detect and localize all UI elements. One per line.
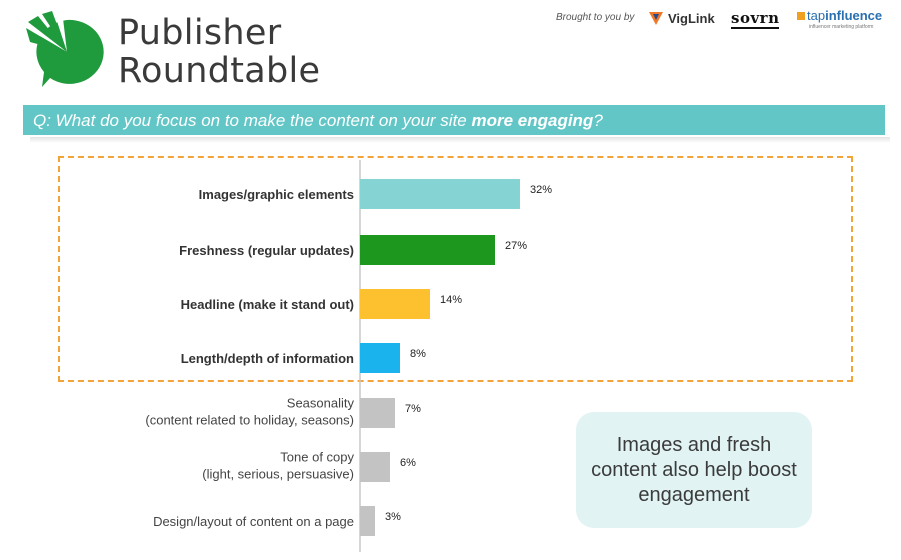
- category-label-5-line2: (content related to holiday, seasons): [145, 413, 354, 428]
- question-banner: Q: What do you focus on to make the cont…: [23, 105, 885, 135]
- question-suffix: ?: [593, 111, 603, 130]
- bar-7: [360, 506, 375, 536]
- tap-icon: [797, 12, 805, 20]
- sponsor-sovrn: sovrn: [731, 9, 780, 29]
- viglink-icon: [649, 12, 663, 25]
- category-label-4: Length/depth of information: [181, 351, 354, 366]
- question-emphasis: more engaging: [471, 111, 594, 130]
- sponsor-viglink: VigLink: [648, 10, 715, 26]
- bar-5: [360, 398, 395, 428]
- tap-suffix: influence: [825, 8, 883, 23]
- brand-line2: Roundtable: [118, 51, 321, 91]
- data-label-2: 27%: [505, 240, 527, 252]
- sponsor-viglink-label: VigLink: [668, 10, 715, 26]
- top-results-highlight-box: [58, 156, 853, 382]
- insight-callout: Images and fresh content also help boost…: [576, 412, 812, 528]
- question-banner-shadow: [30, 137, 890, 143]
- bar-2: [360, 235, 495, 265]
- tap-tagline: influencer marketing platform: [809, 24, 874, 30]
- data-label-6: 6%: [400, 457, 416, 469]
- category-label-3: Headline (make it stand out): [181, 297, 354, 312]
- category-label-6-line2: (light, serious, persuasive): [202, 467, 354, 482]
- data-label-4: 8%: [410, 348, 426, 360]
- bar-4: [360, 343, 400, 373]
- brought-to-you-by: Brought to you by: [556, 12, 635, 23]
- category-label-7: Design/layout of content on a page: [153, 514, 354, 529]
- question-text: Q: What do you focus on to make the cont…: [33, 111, 603, 131]
- data-label-5: 7%: [405, 403, 421, 415]
- tap-prefix: tap: [807, 8, 826, 23]
- data-label-1: 32%: [530, 184, 552, 196]
- bar-6: [360, 452, 390, 482]
- question-prefix: Q: What do you focus on to make the cont…: [33, 111, 472, 130]
- data-label-7: 3%: [385, 511, 401, 523]
- category-label-1: Images/graphic elements: [199, 187, 354, 202]
- bar-3: [360, 289, 430, 319]
- bar-1: [360, 179, 520, 209]
- category-label-5-line1: Seasonality: [287, 396, 355, 411]
- category-label-6-line1: Tone of copy: [280, 450, 354, 465]
- brand-line1: Publisher: [118, 13, 282, 53]
- brand-name: Publisher Roundtable: [118, 14, 320, 90]
- sponsor-tapinfluence: tapinfluence influencer marketing platfo…: [797, 8, 882, 30]
- data-label-3: 14%: [440, 294, 462, 306]
- category-label-2: Freshness (regular updates): [179, 243, 354, 258]
- publisher-roundtable-logo: [26, 10, 104, 88]
